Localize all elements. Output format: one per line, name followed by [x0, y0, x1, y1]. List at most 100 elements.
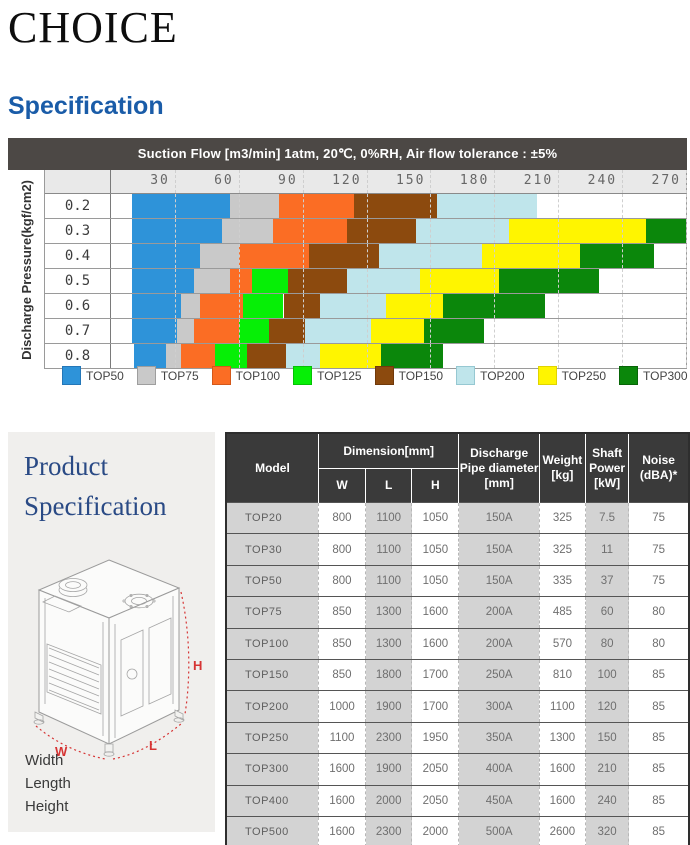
cell-h: 1050 — [411, 564, 460, 597]
x-gridline — [302, 294, 304, 318]
legend-label: TOP50 — [86, 368, 124, 383]
cell-h: 2050 — [411, 784, 460, 817]
cell-weight: 325 — [539, 501, 587, 534]
x-tick-label: 270 — [651, 173, 681, 188]
chart-row: 0.5 — [45, 269, 687, 294]
range-bar-top150 — [247, 344, 286, 368]
cell-h: 1700 — [411, 658, 460, 691]
cell-pipe: 450A — [458, 784, 540, 817]
x-tick-label: 180 — [459, 173, 490, 188]
cell-noise: 85 — [628, 658, 689, 691]
x-gridline — [430, 244, 432, 268]
x-gridline — [558, 244, 560, 268]
table-row: TOP500 1600 2300 2000 500A 2600 320 85 — [226, 815, 689, 845]
x-gridline — [430, 319, 432, 343]
cell-w: 1600 — [318, 753, 367, 786]
cell-power: 11 — [585, 533, 630, 566]
x-gridline — [302, 194, 304, 218]
x-gridline — [174, 219, 176, 243]
dim-label-l: L — [149, 738, 157, 753]
axis-corner-cell — [45, 170, 111, 193]
x-tick-label: 120 — [332, 173, 362, 188]
cell-h: 1050 — [411, 533, 460, 566]
cell-power: 240 — [585, 784, 630, 817]
chart-row: 0.2 — [45, 194, 687, 219]
x-gridline — [622, 219, 624, 243]
range-bar-top100 — [272, 219, 348, 243]
x-gridline — [558, 219, 560, 243]
cell-model: TOP20 — [226, 501, 319, 534]
table-row: TOP100 850 1300 1600 200A 570 80 80 — [226, 627, 689, 660]
range-bar-top75 — [166, 344, 182, 368]
cell-power: 210 — [585, 753, 630, 786]
legend-swatch-top300 — [619, 366, 639, 385]
x-gridline — [302, 344, 304, 368]
x-gridline — [686, 344, 687, 368]
cell-power: 150 — [585, 721, 630, 754]
cell-power: 120 — [585, 690, 630, 723]
x-gridline — [366, 269, 368, 293]
cell-w: 850 — [318, 658, 367, 691]
table-row: TOP400 1600 2000 2050 450A 1600 240 85 — [226, 784, 689, 817]
range-bar-top250 — [481, 244, 580, 268]
cell-pipe: 200A — [458, 627, 540, 660]
range-bar-top75 — [177, 319, 195, 343]
range-bar-top150 — [353, 194, 437, 218]
x-gridline — [238, 269, 240, 293]
col-header-model: Model — [226, 433, 319, 503]
range-bar-top50 — [132, 194, 231, 218]
legend-item-top125: TOP125 — [293, 366, 362, 385]
chart-legend: TOP50 TOP75 TOP100 TOP125 TOP150 TOP200 TOP250… — [62, 366, 690, 385]
x-gridline — [494, 194, 496, 218]
cell-model: TOP30 — [226, 533, 319, 566]
table-row: TOP150 850 1800 1700 250A 810 100 85 — [226, 658, 689, 691]
legend-label: TOP75 — [160, 368, 199, 383]
dimension-legend-width: Width — [25, 752, 64, 769]
chart-row: 0.6 — [45, 294, 687, 319]
legend-label: TOP100 — [235, 368, 281, 383]
section-heading: Specification — [8, 92, 164, 120]
cell-noise: 75 — [628, 501, 689, 534]
cell-pipe: 200A — [458, 596, 540, 629]
x-gridline — [174, 319, 176, 343]
legend-item-top75: TOP75 — [136, 366, 199, 385]
x-gridline — [622, 294, 624, 318]
range-bar-top250 — [509, 219, 646, 243]
chart-row: 0.7 — [45, 319, 687, 344]
cell-power: 100 — [585, 658, 630, 691]
range-bar-top75 — [230, 194, 280, 218]
pressure-row-plot — [111, 244, 687, 268]
col-header-dimension: Dimension[mm] — [318, 433, 460, 469]
x-gridline — [430, 194, 432, 218]
cell-power: 80 — [585, 627, 630, 660]
table-row: TOP75 850 1300 1600 200A 485 60 80 — [226, 596, 689, 629]
product-panel: Product Specification — [8, 432, 215, 832]
cell-weight: 325 — [539, 533, 587, 566]
cell-w: 1000 — [318, 690, 367, 723]
x-gridline — [302, 170, 304, 193]
range-bar-top300 — [645, 219, 686, 243]
cell-model: TOP50 — [226, 564, 319, 597]
pressure-row-plot — [111, 344, 687, 368]
cell-l: 1300 — [365, 627, 413, 660]
cell-noise: 85 — [628, 815, 689, 845]
table-row: TOP50 800 1100 1050 150A 335 37 75 — [226, 564, 689, 597]
chart-row: 0.3 — [45, 219, 687, 244]
range-bar-top50 — [132, 219, 222, 243]
pressure-row-label: 0.4 — [45, 244, 111, 268]
x-gridline — [622, 344, 624, 368]
cell-power: 37 — [585, 564, 630, 597]
legend-label: TOP125 — [317, 368, 362, 383]
cell-h: 1950 — [411, 721, 460, 754]
cell-pipe: 150A — [458, 501, 540, 534]
range-bar-top150 — [287, 269, 348, 293]
range-bar-top300 — [381, 344, 444, 368]
x-gridline — [366, 244, 368, 268]
range-bar-top250 — [370, 319, 425, 343]
pressure-row-label: 0.8 — [45, 344, 111, 368]
cell-h: 2000 — [411, 815, 460, 845]
legend-item-top300: TOP300 — [619, 366, 688, 385]
range-bar-top250 — [419, 269, 499, 293]
dim-line-h — [180, 591, 190, 715]
legend-item-top150: TOP150 — [374, 366, 443, 385]
